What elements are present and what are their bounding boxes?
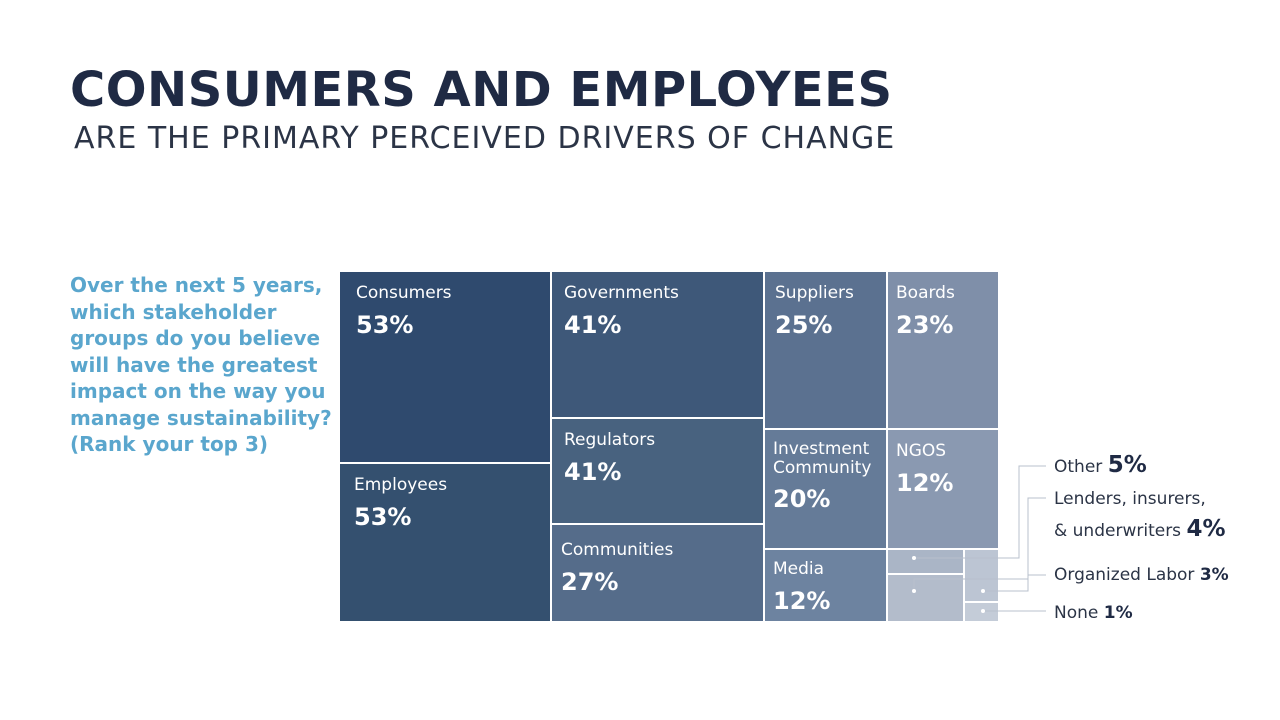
tile-label: NGOS (896, 441, 947, 461)
tile-label: Employees (354, 475, 448, 495)
tile-label: Regulators (564, 430, 656, 450)
treemap-chart: Consumers 53% Employees 53% Governments 41% Re… (339, 271, 999, 622)
tile-boards: Boards 23% (887, 271, 999, 429)
tile-value: 53% (356, 311, 414, 339)
tile-regulators: Regulators 41% (551, 418, 764, 524)
tile-media: Media 12% (764, 549, 887, 622)
tile-value: 20% (773, 485, 831, 513)
tile-label: Governments (564, 283, 679, 303)
tile-lenders-insurers-underwriters (887, 574, 964, 622)
tile-governments: Governments 41% (551, 271, 764, 418)
tile-label: Communities (561, 540, 674, 560)
other-label: Other (1054, 457, 1103, 477)
tile-label: Suppliers (775, 283, 854, 303)
tile-label: Consumers (356, 283, 452, 303)
lenders-value: 4% (1186, 516, 1226, 542)
lenders-label-line2: & underwriters (1054, 521, 1182, 541)
survey-question: Over the next 5 years, which stakeholder… (70, 273, 332, 456)
tile-label: Boards (896, 283, 955, 303)
page-subtitle: ARE THE PRIMARY PERCEIVED DRIVERS OF CHA… (74, 121, 896, 156)
tile-investment-community: Investment Community 20% (764, 429, 887, 549)
tile-value: 23% (896, 311, 954, 339)
tile-ngos: NGOS 12% (887, 429, 999, 549)
tile-consumers: Consumers 53% (339, 271, 551, 463)
tile-none (964, 602, 999, 622)
none-label: None (1054, 603, 1099, 623)
tile-value: 41% (564, 458, 622, 486)
organized-labor-label: Organized Labor (1054, 565, 1195, 585)
tile-value: 41% (564, 311, 622, 339)
tile-value: 25% (775, 311, 833, 339)
tile-label: Media (773, 559, 825, 579)
small-tile-label-organized-labor: Organized Labor 3% (1054, 562, 1229, 588)
tile-organized-labor (964, 549, 999, 602)
tile-value: 27% (561, 568, 619, 596)
small-tile-label-lenders: Lenders, insurers, & underwriters 4% (1054, 486, 1226, 544)
tile-value: 53% (354, 503, 412, 531)
tile-other (887, 549, 964, 574)
none-value: 1% (1103, 603, 1133, 623)
small-tile-label-none: None 1% (1054, 600, 1133, 626)
tile-communities: Communities 27% (551, 524, 764, 622)
organized-labor-value: 3% (1199, 565, 1229, 585)
page-title: CONSUMERS AND EMPLOYEES (70, 62, 893, 118)
tile-employees: Employees 53% (339, 463, 551, 622)
tile-value: 12% (773, 587, 831, 615)
tile-suppliers: Suppliers 25% (764, 271, 887, 429)
lenders-label-line1: Lenders, insurers, (1054, 489, 1206, 509)
small-tile-label-other: Other 5% (1054, 452, 1147, 480)
other-value: 5% (1107, 452, 1147, 478)
tile-label: Investment Community (773, 439, 872, 478)
tile-value: 12% (896, 469, 954, 497)
